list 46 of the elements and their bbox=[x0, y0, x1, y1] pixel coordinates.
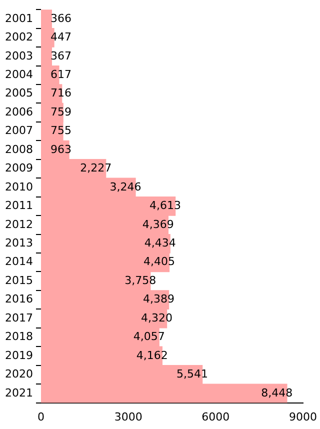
data-label: 617 bbox=[50, 68, 72, 81]
data-label: 3,758 bbox=[124, 274, 156, 287]
data-label: 4,613 bbox=[150, 199, 182, 212]
y-tick-label: 2014 bbox=[4, 255, 33, 268]
x-tick-label: 0 bbox=[37, 410, 44, 424]
data-label: 8,448 bbox=[261, 386, 293, 400]
y-tick-label: 2001 bbox=[4, 12, 33, 25]
data-label: 447 bbox=[50, 30, 72, 44]
y-tick-label: 2005 bbox=[4, 86, 33, 100]
y-tick-label: 2011 bbox=[4, 199, 33, 212]
y-tick-label: 2008 bbox=[4, 142, 33, 156]
y-tick-label: 2017 bbox=[4, 311, 33, 324]
data-label: 5,541 bbox=[176, 368, 208, 381]
data-label: 366 bbox=[50, 12, 72, 25]
data-label: 716 bbox=[50, 86, 72, 100]
data-label: 367 bbox=[50, 49, 72, 62]
y-tick-label: 2018 bbox=[4, 330, 33, 344]
data-label: 4,369 bbox=[142, 218, 174, 231]
x-tick-label: 3000 bbox=[114, 410, 142, 424]
y-tick-label: 2006 bbox=[4, 105, 33, 118]
y-tick-label: 2013 bbox=[4, 236, 33, 250]
data-label: 4,162 bbox=[136, 348, 168, 362]
y-tick-label: 2016 bbox=[4, 292, 33, 306]
y-tick-label: 2004 bbox=[4, 68, 33, 81]
data-label: 755 bbox=[50, 124, 72, 138]
x-tick-label: 6000 bbox=[202, 410, 230, 424]
x-tick-label: 9000 bbox=[289, 410, 318, 424]
data-label: 2,227 bbox=[80, 162, 112, 175]
data-label: 4,320 bbox=[141, 311, 173, 324]
data-label: 3,246 bbox=[110, 180, 142, 194]
y-tick-label: 2009 bbox=[4, 162, 33, 175]
y-tick-label: 2021 bbox=[4, 386, 33, 400]
y-tick-label: 2020 bbox=[4, 368, 33, 381]
y-tick-label: 2010 bbox=[4, 180, 33, 194]
y-tick-label: 2012 bbox=[4, 218, 33, 231]
y-tick-label: 2019 bbox=[4, 348, 33, 362]
data-label: 759 bbox=[50, 105, 72, 118]
y-tick-label: 2007 bbox=[4, 124, 33, 138]
data-label: 4,434 bbox=[144, 236, 176, 250]
y-tick-label: 2003 bbox=[4, 49, 33, 62]
data-label: 963 bbox=[50, 142, 72, 156]
y-tick-label: 2015 bbox=[4, 274, 33, 287]
data-label: 4,405 bbox=[143, 255, 175, 268]
data-label: 4,389 bbox=[143, 292, 175, 306]
data-label: 4,057 bbox=[133, 330, 165, 344]
y-tick-label: 2002 bbox=[4, 30, 33, 44]
